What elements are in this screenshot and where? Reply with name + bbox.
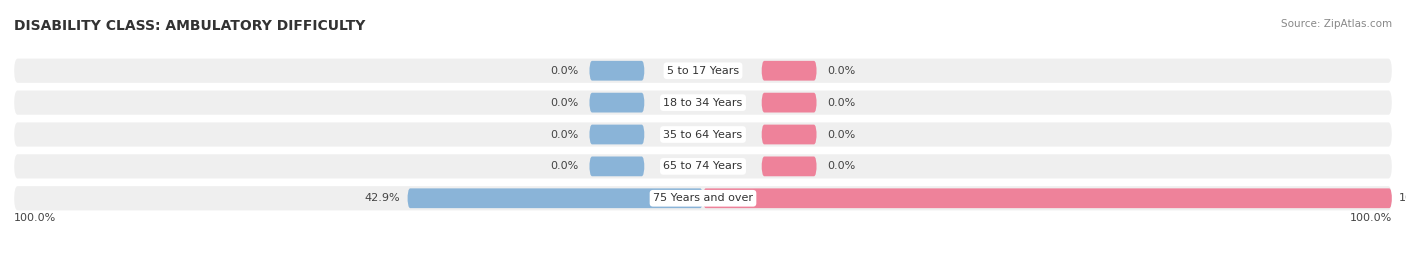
Text: 65 to 74 Years: 65 to 74 Years — [664, 161, 742, 171]
Text: 0.0%: 0.0% — [551, 161, 579, 171]
Text: 0.0%: 0.0% — [827, 161, 855, 171]
Text: 0.0%: 0.0% — [827, 129, 855, 140]
FancyBboxPatch shape — [14, 90, 1392, 115]
Text: 0.0%: 0.0% — [551, 129, 579, 140]
Text: 100.0%: 100.0% — [1350, 213, 1392, 223]
Text: DISABILITY CLASS: AMBULATORY DIFFICULTY: DISABILITY CLASS: AMBULATORY DIFFICULTY — [14, 19, 366, 33]
FancyBboxPatch shape — [762, 125, 817, 144]
FancyBboxPatch shape — [762, 61, 817, 81]
FancyBboxPatch shape — [14, 122, 1392, 147]
Text: 0.0%: 0.0% — [827, 66, 855, 76]
Text: 100.0%: 100.0% — [14, 213, 56, 223]
Text: 0.0%: 0.0% — [551, 98, 579, 108]
FancyBboxPatch shape — [589, 61, 644, 81]
FancyBboxPatch shape — [408, 188, 703, 208]
Text: 75 Years and over: 75 Years and over — [652, 193, 754, 203]
FancyBboxPatch shape — [762, 93, 817, 112]
Text: 35 to 64 Years: 35 to 64 Years — [664, 129, 742, 140]
FancyBboxPatch shape — [589, 125, 644, 144]
Text: Source: ZipAtlas.com: Source: ZipAtlas.com — [1281, 19, 1392, 29]
Text: 0.0%: 0.0% — [551, 66, 579, 76]
Text: 42.9%: 42.9% — [366, 193, 401, 203]
Text: 18 to 34 Years: 18 to 34 Years — [664, 98, 742, 108]
Text: 100.0%: 100.0% — [1399, 193, 1406, 203]
FancyBboxPatch shape — [589, 93, 644, 112]
FancyBboxPatch shape — [14, 186, 1392, 210]
FancyBboxPatch shape — [14, 59, 1392, 83]
FancyBboxPatch shape — [703, 188, 1392, 208]
FancyBboxPatch shape — [14, 154, 1392, 179]
FancyBboxPatch shape — [589, 157, 644, 176]
Text: 5 to 17 Years: 5 to 17 Years — [666, 66, 740, 76]
Text: 0.0%: 0.0% — [827, 98, 855, 108]
FancyBboxPatch shape — [762, 157, 817, 176]
